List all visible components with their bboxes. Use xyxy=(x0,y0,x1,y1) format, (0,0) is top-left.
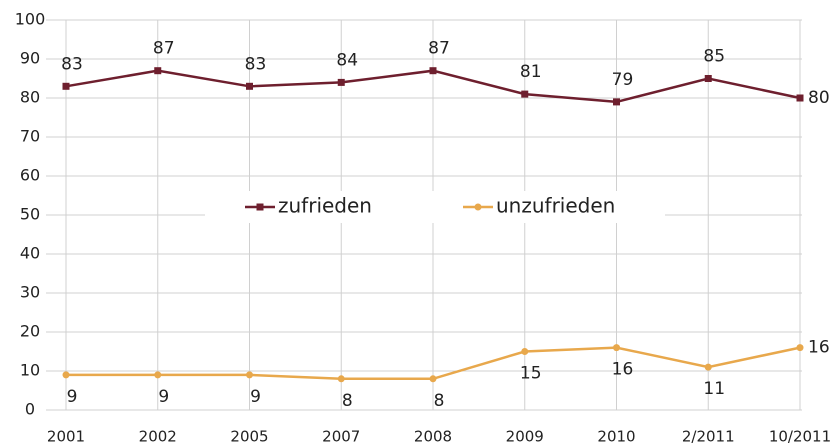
data-label: 9 xyxy=(67,387,78,407)
marker xyxy=(246,371,253,379)
y-tick-label: 10 xyxy=(20,361,40,380)
legend-label: zufrieden xyxy=(278,194,372,218)
marker xyxy=(246,82,253,90)
marker xyxy=(704,363,712,371)
marker xyxy=(796,94,804,102)
data-label: 80 xyxy=(808,88,830,108)
data-label: 87 xyxy=(428,39,450,59)
data-label: 8 xyxy=(434,391,445,411)
y-tick-label: 70 xyxy=(20,127,40,146)
data-label: 83 xyxy=(245,54,267,74)
marker xyxy=(337,78,345,86)
y-tick-label: 100 xyxy=(15,10,46,29)
y-tick-label: 60 xyxy=(20,166,40,185)
data-label: 79 xyxy=(612,70,634,90)
y-tick-label: 90 xyxy=(20,49,40,68)
marker xyxy=(62,371,70,379)
legend-marker xyxy=(474,203,482,211)
marker xyxy=(62,82,70,90)
data-label: 11 xyxy=(703,379,725,399)
x-tick-label: 2005 xyxy=(230,428,268,446)
data-label: 85 xyxy=(703,47,725,67)
data-label: 16 xyxy=(612,360,634,380)
data-label: 8 xyxy=(342,391,353,411)
marker xyxy=(704,75,712,82)
marker xyxy=(521,90,529,98)
marker xyxy=(154,67,162,75)
x-tick-label: 2007 xyxy=(322,428,360,446)
data-label: 15 xyxy=(520,364,542,384)
data-label: 84 xyxy=(336,50,358,70)
marker xyxy=(429,67,437,75)
marker xyxy=(613,98,620,106)
data-label: 9 xyxy=(250,387,261,407)
marker xyxy=(337,375,345,383)
marker xyxy=(796,344,804,352)
y-tick-label: 80 xyxy=(20,88,40,107)
x-tick-label: 2008 xyxy=(414,428,452,446)
legend-box xyxy=(205,191,665,223)
marker xyxy=(429,375,437,383)
x-tick-label: 2002 xyxy=(139,428,177,446)
data-label: 87 xyxy=(153,39,175,59)
data-label: 81 xyxy=(520,62,542,82)
y-tick-label: 50 xyxy=(20,205,40,224)
data-label: 9 xyxy=(158,387,169,407)
x-tick-label: 2010 xyxy=(597,428,635,446)
data-label: 83 xyxy=(61,54,83,74)
legend-marker xyxy=(256,203,264,211)
x-tick-label: 2/2011 xyxy=(682,428,735,446)
y-tick-label: 20 xyxy=(20,322,40,341)
y-tick-label: 30 xyxy=(20,283,40,302)
marker xyxy=(521,348,529,355)
x-tick-label: 10/2011 xyxy=(769,428,831,446)
data-label: 16 xyxy=(808,338,830,358)
marker xyxy=(154,371,162,379)
x-tick-label: 2001 xyxy=(47,428,85,446)
y-tick-label: 0 xyxy=(25,400,35,419)
marker xyxy=(613,344,620,352)
x-tick-label: 2009 xyxy=(506,428,544,446)
legend-label: unzufrieden xyxy=(496,194,615,218)
y-tick-label: 40 xyxy=(20,244,40,263)
